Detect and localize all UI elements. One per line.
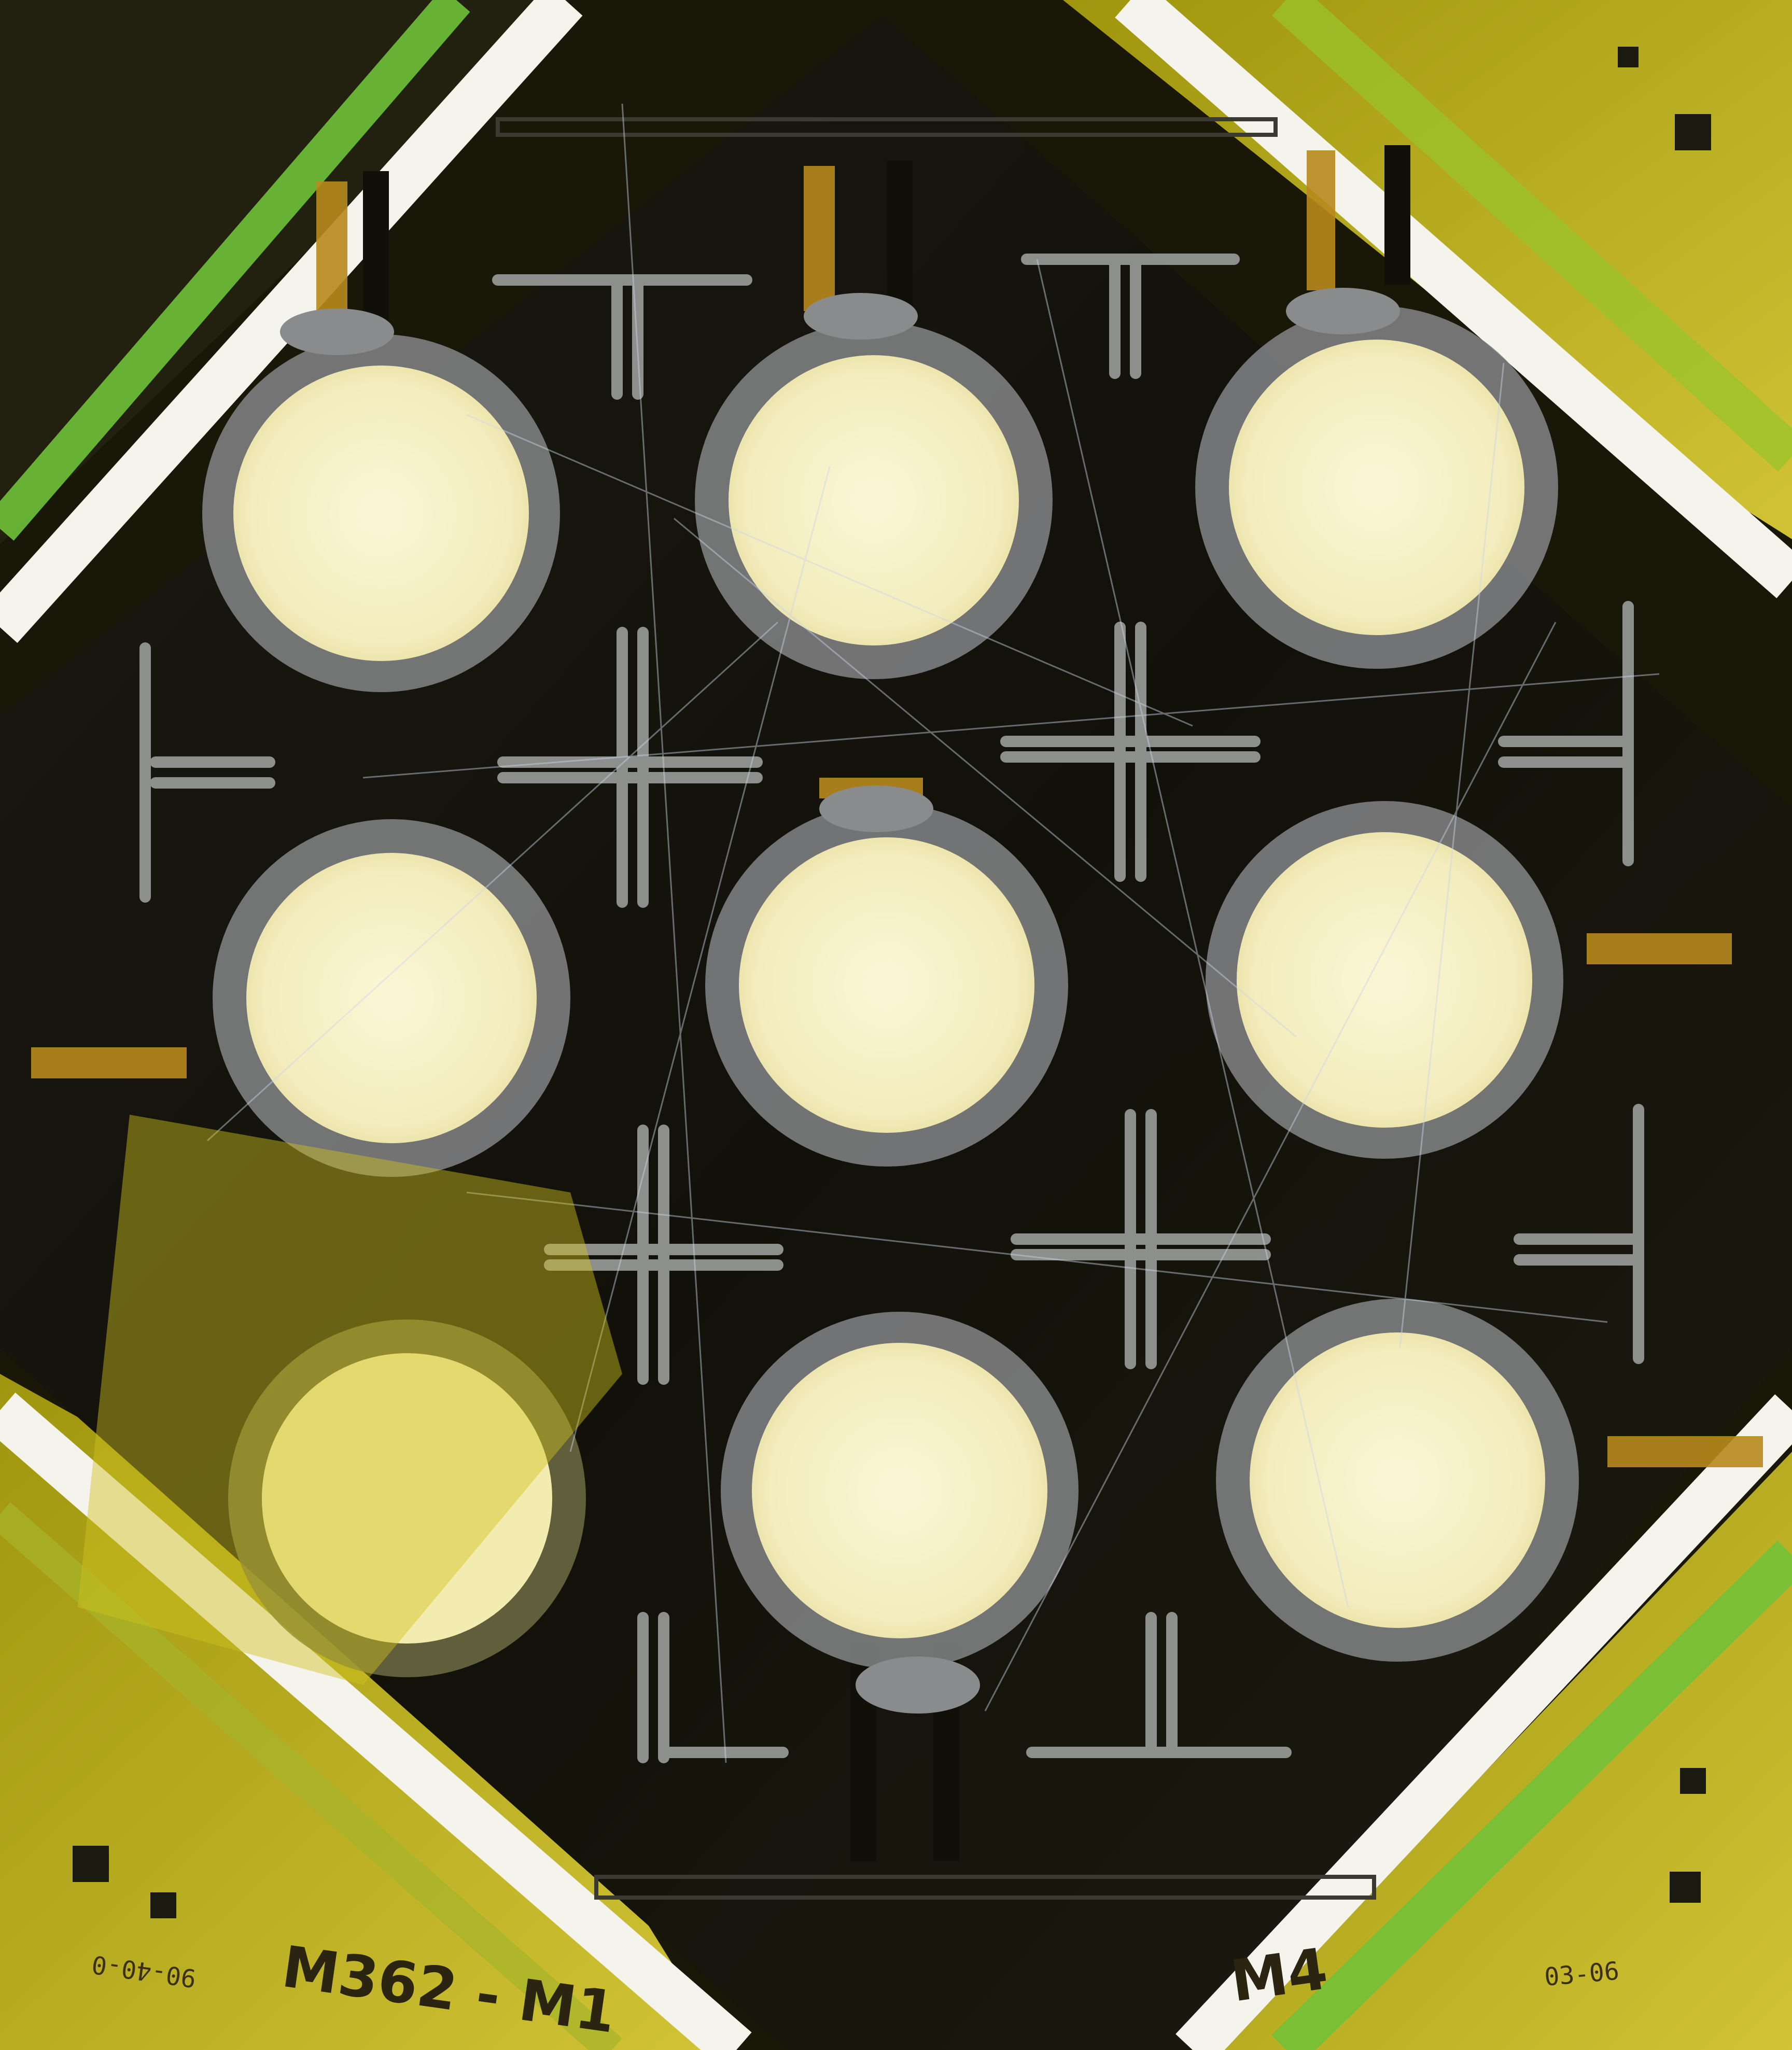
yellow-glare	[78, 1115, 622, 1685]
pad-3	[1195, 306, 1558, 669]
frame-edge-bottom-left	[0, 1393, 752, 2050]
pad-5	[705, 804, 1068, 1167]
corner-crosshairs	[73, 47, 1711, 1918]
pad-2	[695, 321, 1053, 679]
pad-bumps	[280, 288, 1400, 1714]
frame-edge-top-left	[0, 0, 583, 643]
pads	[202, 306, 1579, 1677]
pad-6	[1206, 801, 1563, 1159]
alignment-marks	[139, 254, 1644, 1763]
green-tape-bottom-right	[1271, 1540, 1792, 2050]
label-bottom-right: M4	[1227, 1935, 1332, 2015]
frame-edge-bottom-right	[1175, 1394, 1792, 2050]
contact-tabs	[31, 150, 1763, 1467]
green-tape-top-right	[1272, 0, 1792, 472]
pad-1	[202, 334, 560, 692]
green-tape-top-left	[0, 0, 470, 541]
pad-9	[1216, 1299, 1579, 1662]
pad-4	[213, 819, 570, 1177]
pad-8	[721, 1312, 1079, 1669]
scratches	[206, 103, 1660, 1763]
green-tape-bottom-left	[0, 1502, 622, 2050]
trace-bottom	[594, 1875, 1376, 1900]
frame-edge-top-right	[1115, 0, 1792, 598]
date-bottom-right: 03-06	[1543, 1957, 1620, 1992]
trace-top	[496, 117, 1278, 137]
pad-7	[228, 1319, 586, 1677]
